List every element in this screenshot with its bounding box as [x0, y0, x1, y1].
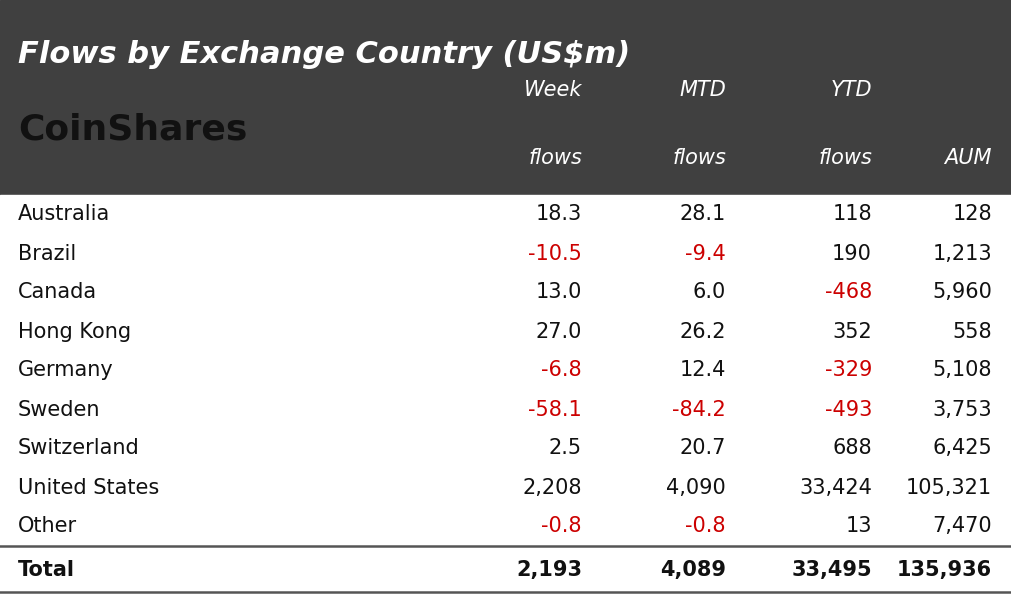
Text: 135,936: 135,936 — [896, 560, 991, 580]
Text: 4,089: 4,089 — [659, 560, 725, 580]
Text: 2.5: 2.5 — [548, 438, 581, 459]
Text: United States: United States — [18, 478, 159, 498]
Text: 2,193: 2,193 — [516, 560, 581, 580]
Text: Flows by Exchange Country (US$m): Flows by Exchange Country (US$m) — [18, 40, 630, 69]
Text: flows: flows — [817, 148, 871, 168]
Text: 13: 13 — [844, 517, 871, 536]
Text: -6.8: -6.8 — [541, 361, 581, 381]
Text: 5,108: 5,108 — [931, 361, 991, 381]
Text: 12.4: 12.4 — [679, 361, 725, 381]
Text: 190: 190 — [831, 244, 871, 264]
Text: -493: -493 — [824, 400, 871, 419]
Text: 33,495: 33,495 — [791, 560, 871, 580]
Text: 105,321: 105,321 — [905, 478, 991, 498]
Text: YTD: YTD — [830, 80, 871, 100]
Text: -10.5: -10.5 — [528, 244, 581, 264]
Text: 4,090: 4,090 — [665, 478, 725, 498]
Text: 20.7: 20.7 — [679, 438, 725, 459]
Text: AUM: AUM — [943, 148, 991, 168]
Text: 27.0: 27.0 — [535, 321, 581, 342]
Text: 26.2: 26.2 — [678, 321, 725, 342]
Text: 28.1: 28.1 — [679, 204, 725, 225]
Text: 7,470: 7,470 — [931, 517, 991, 536]
Text: -84.2: -84.2 — [671, 400, 725, 419]
Text: Germany: Germany — [18, 361, 113, 381]
Text: Hong Kong: Hong Kong — [18, 321, 131, 342]
Text: Brazil: Brazil — [18, 244, 76, 264]
Text: flows: flows — [528, 148, 581, 168]
Text: 688: 688 — [832, 438, 871, 459]
Text: 6.0: 6.0 — [693, 283, 725, 302]
Text: Switzerland: Switzerland — [18, 438, 140, 459]
Text: Canada: Canada — [18, 283, 97, 302]
Text: 6,425: 6,425 — [931, 438, 991, 459]
Text: flows: flows — [671, 148, 725, 168]
Bar — [0, 195, 1011, 594]
Text: 18.3: 18.3 — [535, 204, 581, 225]
Text: Australia: Australia — [18, 204, 110, 225]
Text: Other: Other — [18, 517, 77, 536]
Text: 13.0: 13.0 — [535, 283, 581, 302]
Text: 33,424: 33,424 — [799, 478, 871, 498]
Bar — [0, 0, 1011, 195]
Text: Total: Total — [18, 560, 75, 580]
Text: Week: Week — [523, 80, 581, 100]
Text: 5,960: 5,960 — [931, 283, 991, 302]
Text: -329: -329 — [824, 361, 871, 381]
Text: MTD: MTD — [678, 80, 725, 100]
Text: 2,208: 2,208 — [522, 478, 581, 498]
Text: 118: 118 — [832, 204, 871, 225]
Text: 352: 352 — [831, 321, 871, 342]
Text: -0.8: -0.8 — [684, 517, 725, 536]
Text: 558: 558 — [951, 321, 991, 342]
Text: Sweden: Sweden — [18, 400, 100, 419]
Text: -58.1: -58.1 — [528, 400, 581, 419]
Text: -9.4: -9.4 — [684, 244, 725, 264]
Text: 128: 128 — [951, 204, 991, 225]
Text: -468: -468 — [824, 283, 871, 302]
Text: 1,213: 1,213 — [931, 244, 991, 264]
Text: -0.8: -0.8 — [541, 517, 581, 536]
Text: CoinShares: CoinShares — [18, 113, 247, 147]
Text: 3,753: 3,753 — [931, 400, 991, 419]
